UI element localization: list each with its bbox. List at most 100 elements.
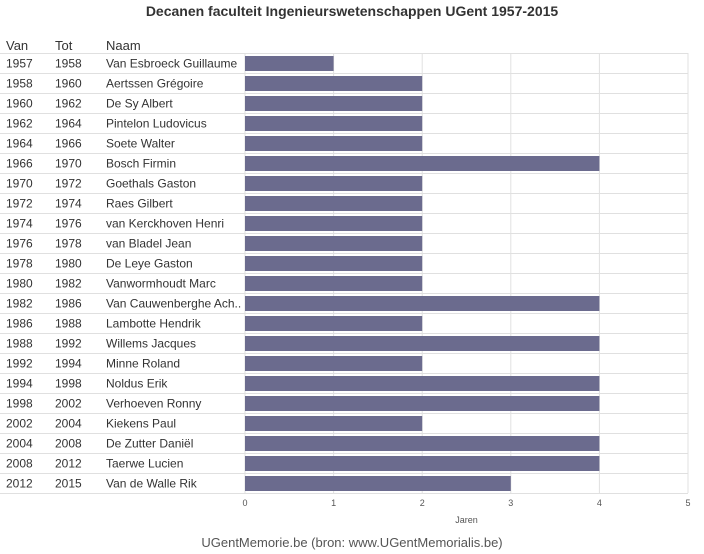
- bar: [245, 436, 600, 451]
- row-van: 1960: [6, 97, 33, 111]
- row-naam: De Leye Gaston: [106, 257, 193, 271]
- row-van: 1998: [6, 397, 33, 411]
- bar: [245, 416, 423, 431]
- row-van: 2002: [6, 417, 33, 431]
- bar: [245, 56, 334, 71]
- row-tot: 1978: [55, 237, 82, 251]
- row-tot: 1986: [55, 297, 82, 311]
- row-naam: De Sy Albert: [106, 97, 173, 111]
- row-tot: 1964: [55, 117, 82, 131]
- row-naam: Van Esbroeck Guillaume: [106, 57, 238, 71]
- row-van: 1982: [6, 297, 33, 311]
- row-van: 1978: [6, 257, 33, 271]
- bar: [245, 396, 600, 411]
- row-tot: 2008: [55, 437, 82, 451]
- row-naam: De Zutter Daniël: [106, 437, 193, 451]
- row-van: 1976: [6, 237, 33, 251]
- x-tick-label: 0: [242, 498, 247, 508]
- row-tot: 1962: [55, 97, 82, 111]
- row-naam: Soete Walter: [106, 137, 175, 151]
- row-naam: van Bladel Jean: [106, 237, 191, 251]
- bar: [245, 236, 423, 251]
- row-van: 1974: [6, 217, 33, 231]
- row-van: 1986: [6, 317, 33, 331]
- row-van: 1964: [6, 137, 33, 151]
- row-naam: Van Cauwenberghe Ach..: [106, 297, 241, 311]
- row-tot: 2002: [55, 397, 82, 411]
- row-tot: 1980: [55, 257, 82, 271]
- row-naam: Kiekens Paul: [106, 417, 176, 431]
- row-tot: 1972: [55, 177, 82, 191]
- bar: [245, 256, 423, 271]
- row-van: 1980: [6, 277, 33, 291]
- column-header-naam: Naam: [106, 38, 141, 53]
- row-tot: 1992: [55, 337, 82, 351]
- row-naam: Bosch Firmin: [106, 157, 176, 171]
- row-naam: Noldus Erik: [106, 377, 168, 391]
- row-tot: 2004: [55, 417, 82, 431]
- bar: [245, 156, 600, 171]
- bar: [245, 176, 423, 191]
- column-header-van: Van: [6, 38, 29, 53]
- row-tot: 1976: [55, 217, 82, 231]
- row-naam: Minne Roland: [106, 357, 180, 371]
- x-tick-label: 1: [331, 498, 336, 508]
- row-naam: Raes Gilbert: [106, 197, 173, 211]
- row-naam: Pintelon Ludovicus: [106, 117, 207, 131]
- row-naam: Taerwe Lucien: [106, 457, 183, 471]
- bar: [245, 216, 423, 231]
- row-van: 1970: [6, 177, 33, 191]
- bar: [245, 356, 423, 371]
- row-naam: Van de Walle Rik: [106, 477, 198, 491]
- row-van: 1966: [6, 157, 33, 171]
- bar: [245, 476, 511, 491]
- row-van: 2012: [6, 477, 33, 491]
- row-van: 1972: [6, 197, 33, 211]
- row-tot: 1988: [55, 317, 82, 331]
- bar: [245, 296, 600, 311]
- chart-title: Decanen faculteit Ingenieurswetenschappe…: [145, 3, 559, 19]
- row-tot: 1998: [55, 377, 82, 391]
- bar: [245, 276, 423, 291]
- row-naam: Vanwormhoudt Marc: [106, 277, 216, 291]
- row-tot: 1970: [55, 157, 82, 171]
- row-tot: 1974: [55, 197, 82, 211]
- row-tot: 1960: [55, 77, 82, 91]
- row-tot: 2015: [55, 477, 82, 491]
- row-van: 1962: [6, 117, 33, 131]
- row-naam: Goethals Gaston: [106, 177, 196, 191]
- row-van: 1958: [6, 77, 33, 91]
- row-tot: 1966: [55, 137, 82, 151]
- row-van: 1994: [6, 377, 33, 391]
- column-header-tot: Tot: [55, 38, 73, 53]
- row-tot: 1994: [55, 357, 82, 371]
- row-van: 1992: [6, 357, 33, 371]
- footer-credit: UGentMemorie.be (bron: www.UGentMemorial…: [201, 535, 503, 550]
- row-naam: Lambotte Hendrik: [106, 317, 202, 331]
- row-naam: Aertssen Grégoire: [106, 77, 204, 91]
- x-tick-label: 4: [597, 498, 602, 508]
- bar: [245, 316, 423, 331]
- row-naam: Verhoeven Ronny: [106, 397, 201, 411]
- row-van: 1988: [6, 337, 33, 351]
- row-tot: 1958: [55, 57, 82, 71]
- row-tot: 1982: [55, 277, 82, 291]
- row-van: 1957: [6, 57, 33, 71]
- bar: [245, 116, 423, 131]
- bar: [245, 96, 423, 111]
- x-axis-label: Jaren: [455, 515, 478, 525]
- row-van: 2008: [6, 457, 33, 471]
- x-tick-label: 5: [685, 498, 690, 508]
- x-tick-label: 2: [420, 498, 425, 508]
- row-naam: Willems Jacques: [106, 337, 196, 351]
- bar: [245, 136, 423, 151]
- row-van: 2004: [6, 437, 33, 451]
- bar: [245, 196, 423, 211]
- bar: [245, 456, 600, 471]
- bar: [245, 336, 600, 351]
- row-tot: 2012: [55, 457, 82, 471]
- row-naam: van Kerckhoven Henri: [106, 217, 224, 231]
- bar: [245, 76, 423, 91]
- bar: [245, 376, 600, 391]
